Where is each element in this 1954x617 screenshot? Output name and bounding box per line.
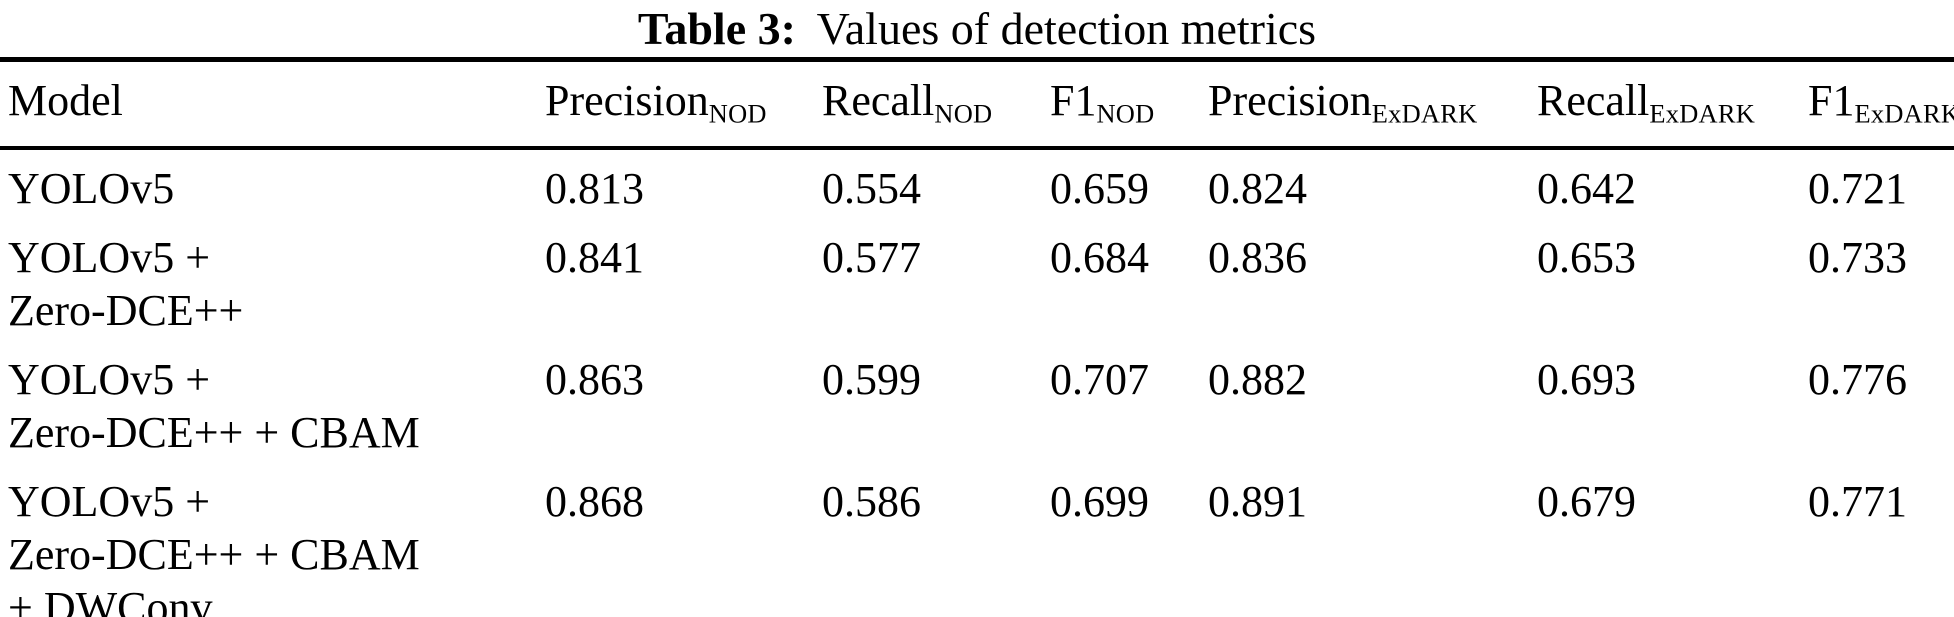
- metric-cell-f1-nod: 0.684: [1050, 233, 1149, 283]
- metric-cell-recall-nod: 0.586: [822, 477, 921, 527]
- subscript-exdark: ExDARK: [1649, 98, 1756, 129]
- subscript-nod: NOD: [934, 98, 993, 129]
- metric-cell-recall-exdark: 0.679: [1537, 477, 1636, 527]
- subscript-nod: NOD: [708, 98, 767, 129]
- column-header-precision-exdark: PrecisionExDARK: [1208, 59, 1537, 151]
- metric-cell-precision-nod: 0.813: [545, 164, 644, 214]
- column-header-f1-exdark: F1ExDARK: [1808, 59, 1954, 151]
- model-cell: YOLOv5: [8, 164, 175, 214]
- subscript-exdark: ExDARK: [1854, 98, 1954, 129]
- metric-cell-recall-nod: 0.599: [822, 355, 921, 405]
- column-header-model: Model: [0, 59, 545, 151]
- metric-cell-f1-nod: 0.707: [1050, 355, 1149, 405]
- metric-cell-precision-exdark: 0.824: [1208, 164, 1307, 214]
- detection-metrics-table: Model PrecisionNOD RecallNOD F1NOD Preci…: [0, 57, 1954, 617]
- column-header-recall-nod: RecallNOD: [822, 59, 1050, 151]
- metric-cell-f1-exdark: 0.776: [1808, 355, 1907, 405]
- header-row: Model PrecisionNOD RecallNOD F1NOD Preci…: [0, 59, 1954, 151]
- model-cell: YOLOv5 + Zero-DCE++ + CBAM: [8, 355, 420, 458]
- model-cell: YOLOv5 + Zero-DCE++ + CBAM + DWConv: [8, 477, 420, 617]
- metric-cell-recall-exdark: 0.693: [1537, 355, 1636, 405]
- metric-cell-precision-exdark: 0.891: [1208, 477, 1307, 527]
- metric-cell-recall-exdark: 0.653: [1537, 233, 1636, 283]
- table-caption: Table 3: Values of detection metrics: [0, 0, 1954, 57]
- metric-cell-f1-exdark: 0.771: [1808, 477, 1907, 527]
- table-caption-number: Table 3:: [637, 2, 796, 54]
- metric-cell-precision-exdark: 0.882: [1208, 355, 1307, 405]
- column-header-model-label: Model: [8, 76, 123, 125]
- metric-cell-recall-nod: 0.554: [822, 164, 921, 214]
- column-header-precision-nod: PrecisionNOD: [545, 59, 822, 151]
- column-header-recall-exdark: RecallExDARK: [1537, 59, 1808, 151]
- column-header-f1-nod: F1NOD: [1050, 59, 1208, 151]
- table-row-yolov5-zerodce: YOLOv5 + Zero-DCE++ 0.841 0.577 0.684 0.…: [0, 219, 1954, 341]
- table-caption-text: Values of detection metrics: [816, 2, 1317, 54]
- metric-cell-f1-exdark: 0.721: [1808, 164, 1907, 214]
- subscript-exdark: ExDARK: [1371, 98, 1478, 129]
- subscript-nod: NOD: [1096, 98, 1155, 129]
- metric-cell-f1-exdark: 0.733: [1808, 233, 1907, 283]
- metric-cell-precision-exdark: 0.836: [1208, 233, 1307, 283]
- table-row-yolov5: YOLOv5 0.813 0.554 0.659 0.824 0.642 0.7…: [0, 148, 1954, 219]
- metric-cell-precision-nod: 0.863: [545, 355, 644, 405]
- metric-cell-f1-nod: 0.659: [1050, 164, 1149, 214]
- table-row-yolov5-zerodce-cbam: YOLOv5 + Zero-DCE++ + CBAM 0.863 0.599 0…: [0, 341, 1954, 463]
- metric-cell-precision-nod: 0.868: [545, 477, 644, 527]
- metric-cell-recall-nod: 0.577: [822, 233, 921, 283]
- table-row-yolov5-zerodce-cbam-dwconv: YOLOv5 + Zero-DCE++ + CBAM + DWConv 0.86…: [0, 463, 1954, 617]
- model-cell: YOLOv5 + Zero-DCE++: [8, 233, 244, 336]
- metric-cell-f1-nod: 0.699: [1050, 477, 1149, 527]
- metric-cell-recall-exdark: 0.642: [1537, 164, 1636, 214]
- metric-cell-precision-nod: 0.841: [545, 233, 644, 283]
